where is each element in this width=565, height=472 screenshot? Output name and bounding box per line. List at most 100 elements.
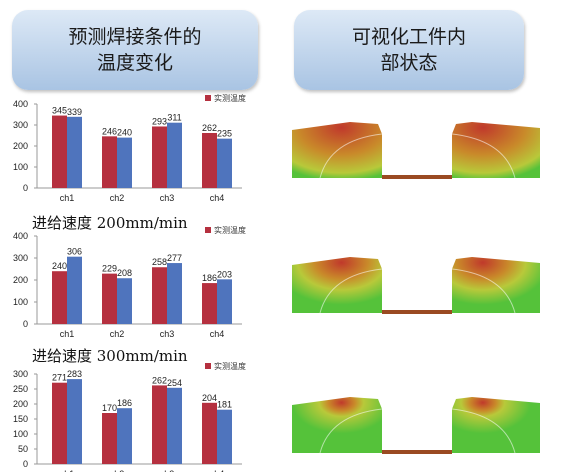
data-label: 186 xyxy=(202,273,217,283)
isotherm-line xyxy=(451,133,516,179)
groove-bottom xyxy=(382,450,452,454)
bar-measured xyxy=(102,136,117,188)
isotherm-line xyxy=(319,133,383,179)
data-label: 306 xyxy=(67,247,82,257)
bar-predicted xyxy=(167,387,182,464)
data-label: 208 xyxy=(117,268,132,278)
y-tick-label: 0 xyxy=(23,183,28,193)
x-tick-label: ch3 xyxy=(160,329,175,339)
workpiece-right-block xyxy=(452,397,540,453)
isotherm-line xyxy=(319,268,383,314)
bar-predicted xyxy=(167,122,182,188)
x-tick-label: ch4 xyxy=(210,193,225,203)
data-label: 240 xyxy=(52,261,67,271)
header-left-title: 预测焊接条件的 温度变化 xyxy=(68,26,202,74)
bar-measured xyxy=(152,267,167,324)
y-tick-label: 50 xyxy=(18,444,28,454)
bar-predicted xyxy=(217,138,232,188)
x-tick-label: ch1 xyxy=(60,329,75,339)
y-tick-label: 400 xyxy=(13,231,28,241)
bar-measured xyxy=(152,126,167,188)
simulation-image-1 xyxy=(292,122,540,179)
x-tick-label: ch2 xyxy=(110,193,125,203)
bar-predicted xyxy=(67,256,82,324)
bar-measured xyxy=(52,115,67,188)
data-label: 254 xyxy=(167,378,182,388)
x-tick-label: ch4 xyxy=(210,469,225,472)
y-tick-label: 200 xyxy=(13,275,28,285)
y-tick-label: 100 xyxy=(13,162,28,172)
x-tick-label: ch4 xyxy=(210,329,225,339)
isotherm-line xyxy=(319,408,383,454)
y-tick-label: 0 xyxy=(23,459,28,469)
bar-measured xyxy=(202,283,217,324)
y-tick-label: 0 xyxy=(23,319,28,329)
bar-predicted xyxy=(67,379,82,464)
x-tick-label: ch1 xyxy=(60,193,75,203)
bar-measured xyxy=(102,273,117,324)
speed-label-200: 进给速度 200mm/min xyxy=(32,214,188,232)
workpiece-left-block xyxy=(292,397,382,453)
legend-label: 实测温度 xyxy=(214,361,246,371)
data-label: 339 xyxy=(67,107,82,117)
workpiece-left-block xyxy=(292,122,382,178)
y-tick-label: 300 xyxy=(13,369,28,379)
data-label: 186 xyxy=(117,398,132,408)
bar-predicted xyxy=(67,116,82,188)
data-label: 271 xyxy=(52,373,67,383)
header-left: 预测焊接条件的 温度变化 xyxy=(12,10,258,90)
x-tick-label: ch1 xyxy=(60,469,75,472)
data-label: 229 xyxy=(102,264,117,274)
simulation-image-3 xyxy=(292,397,540,454)
y-tick-label: 300 xyxy=(13,120,28,130)
bar-measured xyxy=(152,385,167,464)
legend-swatch xyxy=(205,227,211,233)
workpiece-left-block xyxy=(292,257,382,313)
bar-measured xyxy=(102,413,117,464)
y-tick-label: 400 xyxy=(13,99,28,109)
data-label: 293 xyxy=(152,116,167,126)
data-label: 283 xyxy=(67,369,82,379)
isotherm-line xyxy=(451,268,516,314)
x-tick-label: ch2 xyxy=(110,469,125,472)
header-right-title: 可视化工件内 部状态 xyxy=(351,26,466,74)
bar-chart-3: 050100150200250300271283ch1170186ch22622… xyxy=(13,361,246,472)
bar-measured xyxy=(202,132,217,188)
data-label: 345 xyxy=(52,106,67,116)
bar-measured xyxy=(202,402,217,464)
x-tick-label: ch2 xyxy=(110,329,125,339)
y-tick-label: 300 xyxy=(13,253,28,263)
data-label: 240 xyxy=(117,128,132,138)
simulation-image-2 xyxy=(292,257,540,314)
bar-predicted xyxy=(217,279,232,324)
legend-label: 实测温度 xyxy=(214,225,246,235)
bar-predicted xyxy=(117,137,132,188)
speed-label-300: 进给速度 300mm/min xyxy=(32,347,188,365)
bar-predicted xyxy=(117,408,132,464)
legend-swatch xyxy=(205,363,211,369)
y-tick-label: 200 xyxy=(13,399,28,409)
data-label: 204 xyxy=(202,393,217,403)
bar-measured xyxy=(52,382,67,464)
data-label: 311 xyxy=(167,113,181,123)
x-tick-label: ch3 xyxy=(160,469,175,472)
bar-predicted xyxy=(217,409,232,464)
groove-bottom xyxy=(382,310,452,314)
y-tick-label: 250 xyxy=(13,384,28,394)
bar-predicted xyxy=(117,278,132,324)
groove-bottom xyxy=(382,175,452,179)
workpiece-right-block xyxy=(452,122,540,178)
y-tick-label: 100 xyxy=(13,429,28,439)
y-tick-label: 150 xyxy=(13,414,28,424)
isotherm-line xyxy=(451,408,516,454)
data-label: 262 xyxy=(152,375,167,385)
data-label: 277 xyxy=(167,253,182,263)
x-tick-label: ch3 xyxy=(160,193,175,203)
y-tick-label: 100 xyxy=(13,297,28,307)
legend-label: 实测温度 xyxy=(214,93,246,103)
bar-chart-1: 0 100 200 300 400 345 339 ch1 246 240 ch2 293 311 ch3… xyxy=(13,93,246,203)
bar-predicted xyxy=(167,263,182,324)
data-label: 203 xyxy=(217,269,232,279)
y-tick-label: 200 xyxy=(13,141,28,151)
